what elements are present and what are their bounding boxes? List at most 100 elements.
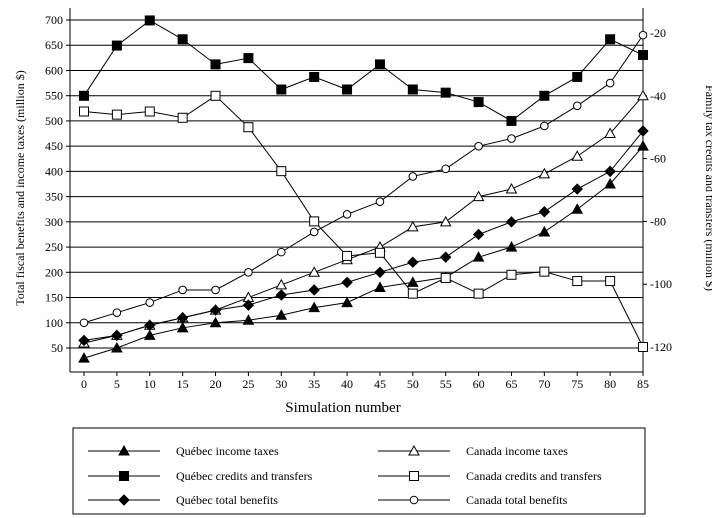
legend-label: Québec credits and transfers <box>176 469 313 483</box>
data-point <box>472 190 485 202</box>
left-tick-label: 450 <box>45 139 63 153</box>
data-point <box>539 90 550 101</box>
data-point <box>79 106 89 117</box>
x-tick-label: 5 <box>114 377 120 391</box>
data-point <box>473 288 484 299</box>
data-point <box>605 34 616 45</box>
data-point <box>308 301 321 313</box>
left-tick-label: 400 <box>45 164 63 178</box>
data-point <box>638 30 648 40</box>
x-tick-label: 20 <box>210 377 222 391</box>
data-point <box>111 40 122 51</box>
data-point <box>375 197 385 206</box>
data-point <box>538 167 551 179</box>
gridlines <box>70 19 643 349</box>
data-point <box>276 84 287 95</box>
data-point <box>210 59 221 70</box>
data-point <box>572 101 582 111</box>
legend-label: Québec income taxes <box>176 444 279 458</box>
legend-marker <box>119 471 129 481</box>
legend-item: Québec total benefits <box>88 493 278 507</box>
data-point <box>637 140 649 151</box>
data-point <box>407 84 418 95</box>
data-point <box>242 314 255 325</box>
series-2 <box>79 15 648 126</box>
data-point <box>143 329 156 340</box>
x-tick-label: 60 <box>473 377 485 391</box>
data-point <box>144 319 156 331</box>
data-point <box>637 125 649 137</box>
legend: Québec income taxes Canada income taxes Qu… <box>72 427 646 515</box>
data-point <box>176 312 189 324</box>
data-point <box>111 329 123 342</box>
x-tick-label: 25 <box>242 377 254 391</box>
data-point <box>604 177 616 189</box>
data-point <box>406 220 419 232</box>
data-point <box>177 112 188 123</box>
x-tick-label: 10 <box>144 377 156 391</box>
data-point <box>571 150 584 161</box>
data-point <box>474 141 483 151</box>
x-tick-label: 80 <box>604 377 616 391</box>
data-point <box>374 266 386 279</box>
legend-item: Canada income taxes <box>378 444 568 458</box>
data-point <box>209 316 222 328</box>
series-0 <box>78 140 649 363</box>
series-4 <box>78 125 649 347</box>
data-point <box>276 166 287 177</box>
data-point <box>79 90 89 101</box>
data-point <box>244 268 253 277</box>
data-point <box>309 216 320 227</box>
data-point <box>506 269 517 280</box>
data-point <box>177 34 188 45</box>
x-tick-label: 30 <box>275 377 287 391</box>
data-point <box>342 209 352 219</box>
data-point <box>572 276 583 287</box>
series-5 <box>79 30 648 328</box>
legend-box <box>72 427 646 515</box>
left-tick-label: 200 <box>45 265 63 279</box>
left-tick-label: 500 <box>45 114 63 128</box>
data-point <box>572 71 583 82</box>
data-point <box>441 164 451 174</box>
data-point <box>374 247 385 258</box>
data-point <box>374 59 385 70</box>
x-tick-label: 65 <box>505 377 517 391</box>
data-point <box>638 49 648 60</box>
right-tick-label: -40 <box>650 89 666 103</box>
left-tick-label: 700 <box>45 13 63 27</box>
data-point <box>342 250 353 261</box>
data-point <box>407 256 419 268</box>
axes <box>69 8 644 373</box>
data-point <box>178 285 187 295</box>
data-point <box>210 90 221 101</box>
data-point <box>472 228 485 241</box>
data-point <box>539 266 550 277</box>
data-point <box>309 71 320 82</box>
series-line <box>83 130 644 341</box>
data-point <box>473 97 484 108</box>
data-point <box>408 172 418 181</box>
left-tick-label: 50 <box>51 341 63 355</box>
data-point <box>571 183 583 195</box>
data-point <box>211 285 220 295</box>
series-line <box>83 145 644 359</box>
x-tick-label: 55 <box>440 377 452 391</box>
x-tick-label: 70 <box>538 377 550 391</box>
data-point <box>604 127 616 139</box>
legend-marker <box>408 444 420 456</box>
legend-label: Québec total benefits <box>176 493 278 507</box>
data-point <box>505 241 518 252</box>
left-tick-label: 300 <box>45 215 63 229</box>
right-tick-label: -60 <box>650 152 666 166</box>
data-point <box>439 215 452 227</box>
legend-item: Canada total benefits <box>378 493 568 507</box>
legend-item: Québec credits and transfers <box>88 469 313 483</box>
right-axis-title: Family tax credits and transfers (millio… <box>703 85 712 291</box>
series-line <box>83 95 644 344</box>
data-point <box>209 304 222 316</box>
legend-marker <box>118 494 130 506</box>
x-tick-label: 35 <box>308 377 320 391</box>
data-point <box>505 216 518 228</box>
